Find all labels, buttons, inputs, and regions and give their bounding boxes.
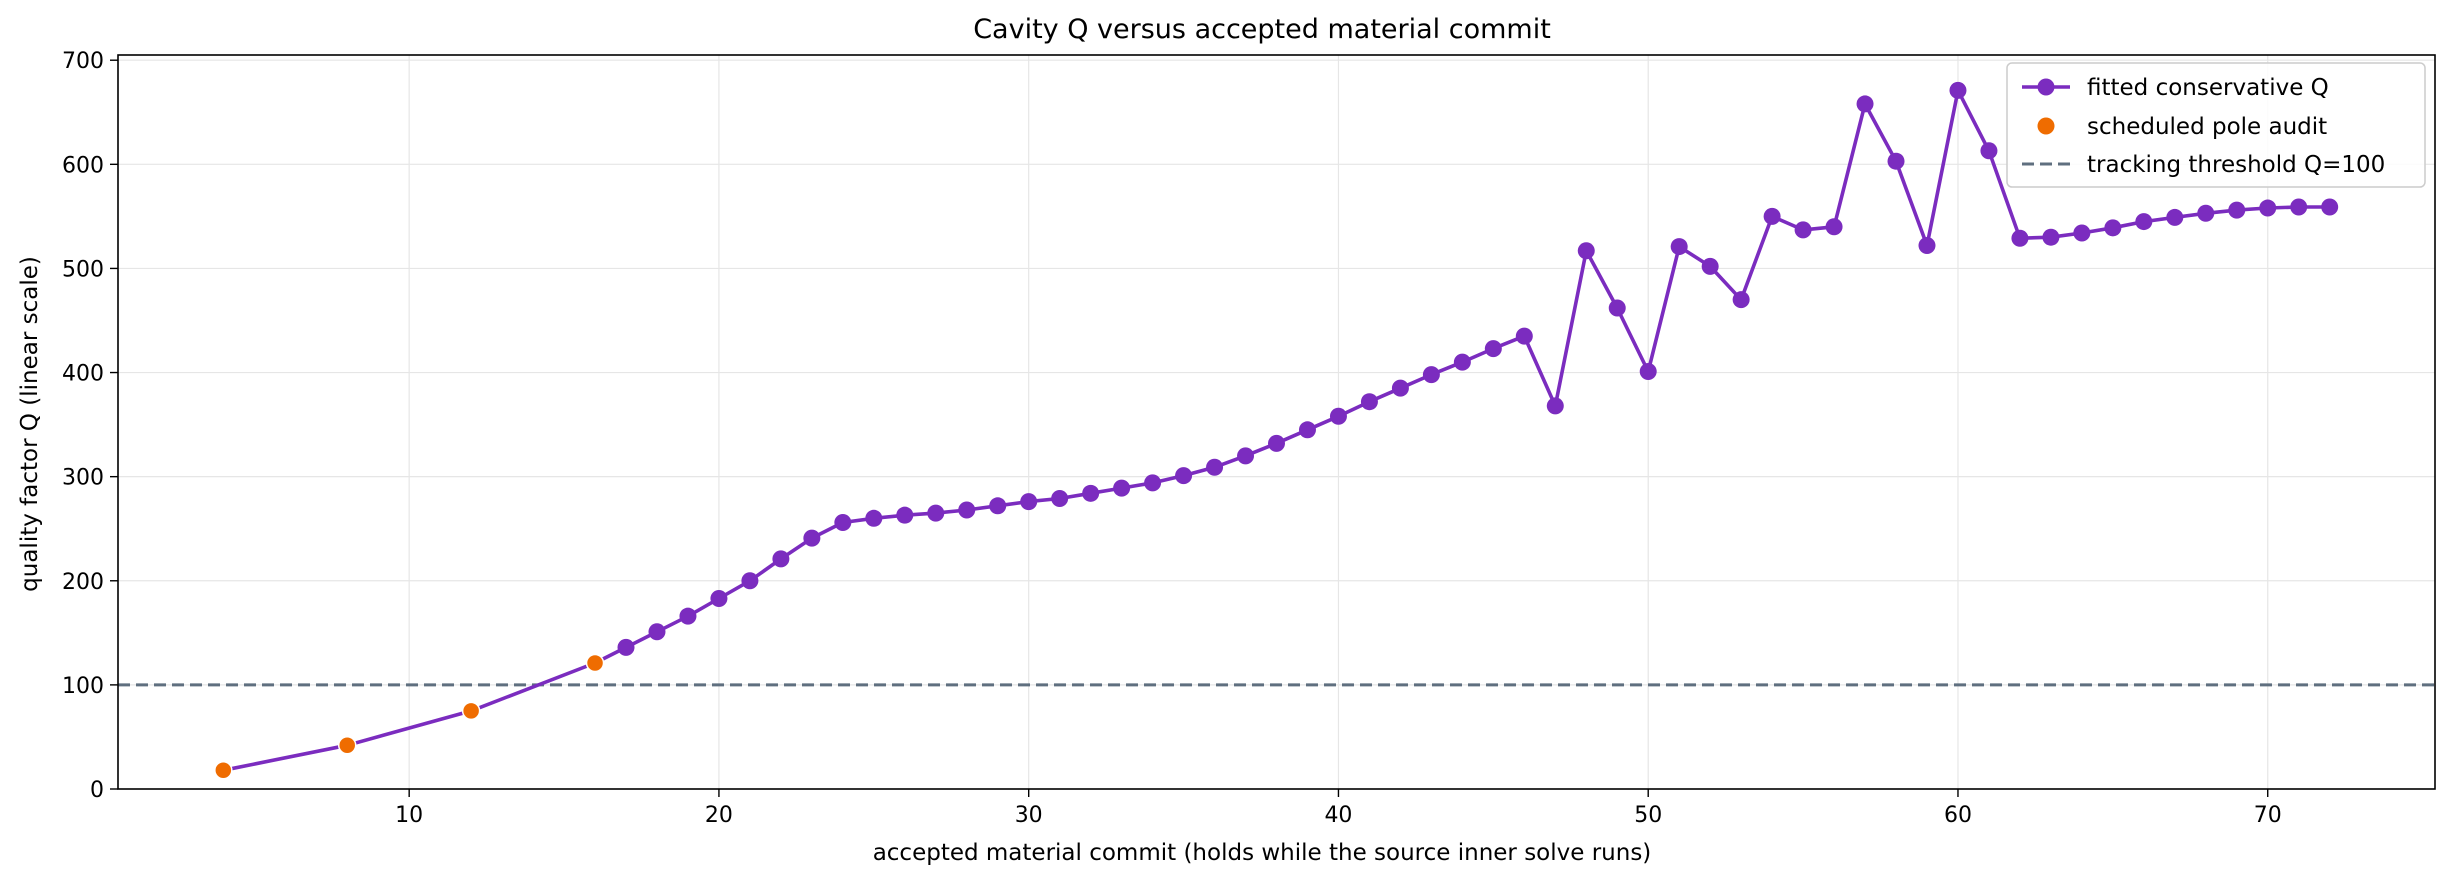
fitted-q-point — [741, 572, 759, 590]
legend-label: tracking threshold Q=100 — [2087, 152, 2385, 178]
fitted-q-point — [865, 509, 883, 527]
fitted-q-point — [1949, 81, 1967, 99]
fitted-q-point — [2197, 204, 2215, 222]
fitted-q-point — [1763, 207, 1781, 225]
fitted-q-point — [2166, 208, 2184, 226]
fitted-q-point — [1918, 237, 1936, 255]
x-axis-label: accepted material commit (holds while th… — [873, 840, 1652, 866]
fitted-q-point — [1546, 397, 1564, 415]
fitted-q-point — [1980, 142, 1998, 160]
x-tick-label: 40 — [1324, 803, 1352, 828]
y-tick-label: 600 — [62, 153, 104, 178]
fitted-q-point — [1051, 490, 1069, 508]
fitted-q-line — [222, 88, 2330, 773]
y-tick-label: 200 — [62, 570, 104, 595]
fitted-q-point — [2259, 199, 2277, 217]
chart-title: Cavity Q versus accepted material commit — [973, 14, 1551, 45]
fitted-q-point — [679, 607, 697, 625]
fitted-q-point — [1422, 366, 1440, 384]
fitted-q-point — [2321, 198, 2339, 216]
x-tick-label: 30 — [1015, 803, 1043, 828]
fitted-q-point — [1329, 407, 1347, 425]
fitted-q-point — [896, 506, 914, 524]
y-tick-label: 500 — [62, 257, 104, 282]
fitted-q-point — [927, 504, 945, 522]
y-tick-label: 300 — [62, 466, 104, 491]
fitted-q-point — [1082, 484, 1100, 502]
audit-point — [214, 761, 233, 780]
audit-point — [461, 701, 481, 721]
x-tick-label: 60 — [1944, 803, 1972, 828]
y-tick-label: 0 — [90, 778, 104, 803]
fitted-q-point — [1144, 474, 1162, 492]
y-tick-label: 100 — [62, 674, 104, 699]
fitted-q-point — [1670, 238, 1688, 256]
audit-point — [585, 653, 605, 673]
fitted-q-point — [2135, 213, 2153, 231]
fitted-q-point — [1887, 152, 1905, 170]
x-tick-label: 20 — [705, 803, 733, 828]
x-tick-label: 70 — [2254, 803, 2282, 828]
fitted-q-point — [1237, 447, 1255, 465]
fitted-q-point — [803, 529, 821, 547]
legend-box — [2006, 62, 2426, 188]
fitted-q-point — [958, 501, 976, 519]
fitted-q-point — [1577, 242, 1595, 260]
fitted-q-point — [2073, 224, 2091, 242]
fitted-q-point — [2104, 219, 2122, 237]
plot-frame — [117, 54, 2436, 790]
legend-audit-handle — [2037, 117, 2055, 135]
data-series — [214, 81, 2339, 780]
legend-marker-handle — [2037, 78, 2055, 96]
fitted-q-point — [1515, 327, 1533, 345]
legend: fitted conservative Q scheduled pole audi… — [2006, 62, 2426, 188]
fitted-q-point — [648, 623, 666, 641]
fitted-q-point — [1113, 479, 1131, 497]
fitted-q-point — [1825, 218, 1843, 236]
fitted-q-point — [772, 550, 790, 568]
x-tick-label: 10 — [395, 803, 423, 828]
fitted-q-point — [1175, 467, 1193, 485]
fitted-q-point — [1639, 363, 1657, 381]
fitted-q-point — [1360, 393, 1378, 411]
legend-label: fitted conservative Q — [2087, 75, 2329, 101]
fitted-q-point — [1298, 421, 1316, 439]
y-tick-label: 400 — [62, 362, 104, 387]
fitted-q-point — [1856, 95, 1874, 113]
y-axis-label: quality factor Q (linear scale) — [17, 256, 43, 592]
fitted-q-point — [1732, 291, 1750, 309]
fitted-q-point — [1206, 458, 1224, 476]
fitted-q-point — [834, 513, 852, 531]
fitted-q-point — [1794, 221, 1812, 239]
fitted-q-point — [617, 638, 635, 656]
fitted-q-point — [2011, 229, 2029, 247]
x-tick-label: 50 — [1634, 803, 1662, 828]
fitted-q-point — [2042, 228, 2060, 246]
fitted-q-point — [1391, 379, 1409, 397]
fitted-q-point — [1701, 257, 1719, 275]
fitted-q-point — [2228, 201, 2246, 219]
fitted-q-point — [2290, 198, 2308, 216]
fitted-q-point — [1453, 353, 1471, 371]
y-tick-label: 700 — [62, 49, 104, 74]
fitted-q-point — [1484, 340, 1502, 358]
fitted-q-point — [1268, 434, 1285, 452]
fitted-q-point — [710, 589, 728, 607]
fitted-q-point — [1608, 299, 1626, 317]
audit-point — [337, 736, 357, 755]
fitted-q-point — [989, 497, 1007, 515]
legend-label: scheduled pole audit — [2087, 114, 2327, 140]
fitted-q-point — [1020, 493, 1038, 511]
